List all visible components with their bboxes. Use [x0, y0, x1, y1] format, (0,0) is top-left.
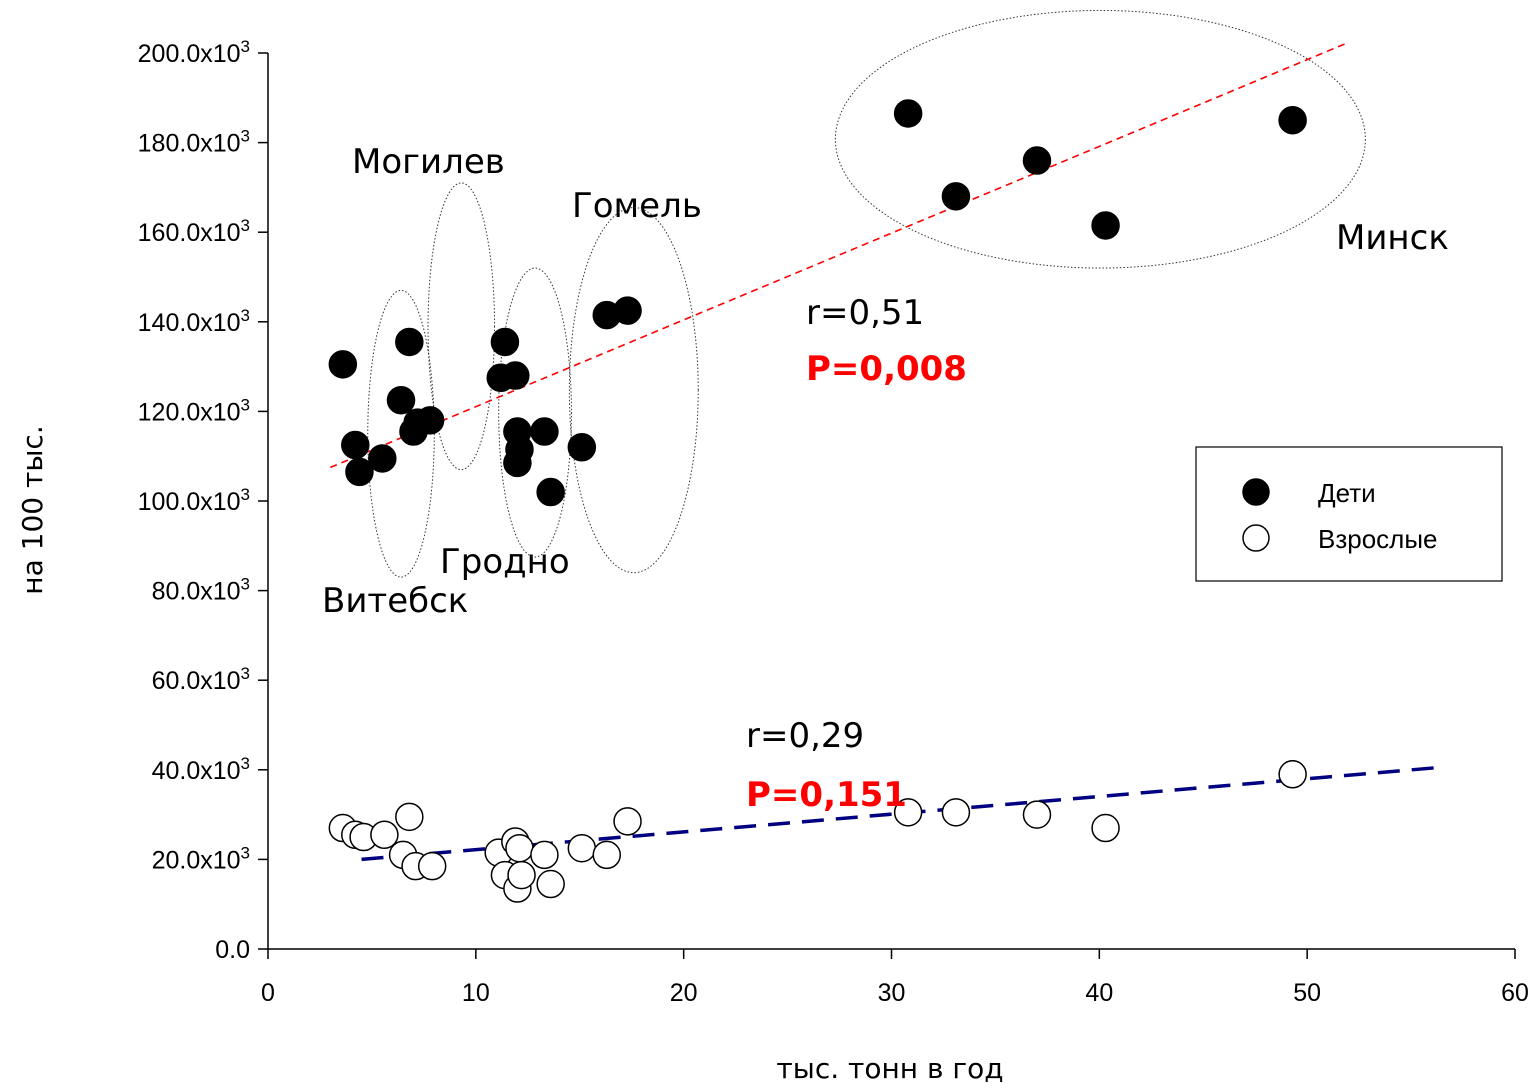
y-tick-label: 160.0x103 [138, 216, 250, 247]
legend-marker-adults [1242, 524, 1270, 552]
data-point-adults [613, 807, 642, 836]
y-tick-label: 120.0x103 [138, 395, 250, 426]
data-point-children [368, 444, 397, 473]
data-point-adults [893, 798, 923, 827]
y-tick-label: 200.0x103 [138, 37, 250, 68]
region-label-gomel: Гомель [572, 186, 702, 226]
data-point-adults [941, 798, 971, 827]
y-tick-label: 20.0x103 [152, 843, 250, 874]
data-point-children [567, 432, 597, 462]
y-tick-label: 60.0x103 [152, 664, 250, 695]
region-label-grodno: Гродно [440, 542, 570, 582]
legend-label-adults: Взрослые [1318, 524, 1438, 554]
y-tick-label: 180.0x103 [138, 127, 250, 158]
data-point-adults [395, 802, 424, 832]
data-point-children [613, 296, 642, 325]
x-tick-label: 20 [670, 979, 698, 1007]
x-tick-label: 30 [878, 979, 906, 1007]
data-point-children [530, 417, 559, 446]
data-point-children [1022, 146, 1052, 175]
y-axis-title: на 100 тыс. [16, 425, 49, 594]
axes: 0 10 20 30 40 50 60 0.0 20.0x103 40.0x103 60.0x103… [138, 37, 1529, 1007]
data-point-adults [536, 869, 565, 899]
data-point-adults [592, 840, 622, 870]
x-tick-label: 0 [261, 979, 275, 1007]
x-tick-label: 10 [462, 979, 490, 1007]
data-point-children [345, 457, 374, 487]
x-tick-label: 40 [1085, 979, 1113, 1007]
data-point-children [503, 448, 532, 478]
y-tick-label: 40.0x103 [152, 754, 250, 785]
x-tick-label: 60 [1501, 979, 1529, 1007]
data-point-adults [1091, 813, 1120, 843]
data-point-children [893, 99, 923, 128]
legend: Дети Взрослые [1195, 446, 1503, 582]
adults-p-value: P=0,151 [746, 775, 907, 815]
data-point-adults [530, 840, 559, 870]
series-children-points [328, 99, 1307, 507]
data-point-children [490, 327, 520, 357]
region-ellipse-4 [834, 9, 1366, 269]
data-point-children [536, 477, 565, 507]
adults-r-value: r=0,29 [746, 716, 864, 756]
trend-line-children [330, 43, 1345, 469]
data-point-adults [507, 860, 536, 890]
x-tick-label: 50 [1293, 979, 1321, 1007]
region-ellipse-1 [427, 182, 496, 471]
series-adults-points [328, 760, 1307, 903]
data-point-children [415, 406, 445, 435]
data-point-children [386, 385, 416, 415]
data-point-adults [1022, 800, 1052, 829]
data-point-adults [1278, 760, 1307, 789]
y-tick-label: 80.0x103 [152, 575, 250, 606]
region-ellipse-2 [498, 267, 572, 558]
region-ellipse-3 [568, 207, 699, 574]
children-r-value: r=0,51 [806, 293, 924, 333]
children-p-value: P=0,008 [806, 349, 967, 389]
legend-box [1195, 446, 1503, 582]
data-point-adults [370, 820, 399, 850]
y-tick-label: 140.0x103 [138, 306, 250, 337]
region-label-minsk: Минск [1336, 218, 1449, 258]
x-axis-title: тыс. тонн в год [776, 1052, 1003, 1085]
y-tick-label: 100.0x103 [138, 485, 250, 516]
data-point-adults [567, 833, 597, 863]
legend-label-children: Дети [1318, 478, 1376, 508]
data-point-adults [505, 833, 534, 863]
region-label-mogilev: Могилев [352, 142, 505, 182]
data-point-adults [417, 851, 447, 881]
data-point-children [1091, 211, 1120, 240]
y-tick-label: 0.0 [215, 936, 250, 964]
data-point-children [1278, 105, 1307, 135]
data-point-children [501, 361, 530, 390]
data-point-children [328, 350, 358, 379]
data-point-children [941, 182, 971, 211]
data-point-children [341, 430, 370, 460]
region-label-vitebsk: Витебск [322, 581, 468, 621]
data-point-children [395, 327, 424, 357]
legend-marker-children [1242, 478, 1270, 506]
